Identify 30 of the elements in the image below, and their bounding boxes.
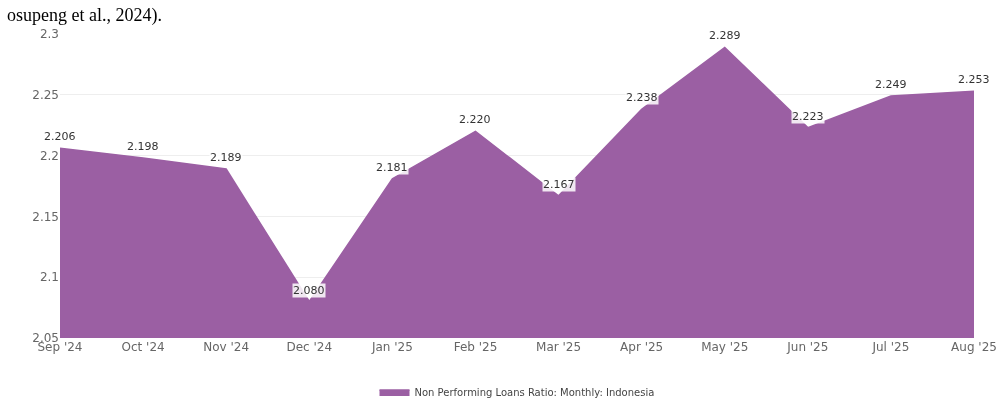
- x-tick-label: Jul '25: [871, 340, 910, 354]
- data-label: 2.198: [127, 140, 159, 153]
- data-label: 2.220: [459, 113, 491, 126]
- x-tick-label: Aug '25: [951, 340, 997, 354]
- y-tick-label: 2.2: [39, 148, 59, 163]
- data-label: 2.253: [958, 73, 990, 86]
- data-label: 2.249: [875, 78, 907, 91]
- data-label: 2.238: [626, 91, 658, 104]
- y-tick-label: 2.3: [39, 27, 59, 42]
- data-label: 2.289: [709, 29, 741, 42]
- x-tick-label: Feb '25: [453, 340, 498, 354]
- x-tick-label: Mar '25: [536, 340, 582, 354]
- y-tick-label: 2.15: [32, 209, 59, 224]
- x-tick-label: Jun '25: [786, 340, 829, 354]
- data-label: 2.206: [44, 130, 76, 143]
- y-tick-label: 2.1: [39, 270, 59, 285]
- x-tick-label: Jan '25: [370, 340, 413, 354]
- data-label: 2.080: [293, 284, 325, 297]
- text: osupeng et al., 2024).: [7, 5, 162, 26]
- x-tick-label: Nov '24: [203, 340, 250, 354]
- x-tick-label: Apr '25: [620, 340, 664, 354]
- x-tick-label: Oct '24: [121, 340, 165, 354]
- legend-label: Non Performing Loans Ratio: Monthly: Indonesia: [414, 386, 655, 398]
- data-label: 2.223: [792, 110, 824, 123]
- data-label: 2.181: [376, 161, 408, 174]
- y-tick-label: 2.25: [32, 88, 59, 102]
- data-label: 2.189: [210, 151, 242, 164]
- data-label: 2.167: [543, 178, 575, 191]
- x-tick-label: Dec '24: [286, 340, 333, 354]
- x-tick-label: May '25: [701, 340, 749, 354]
